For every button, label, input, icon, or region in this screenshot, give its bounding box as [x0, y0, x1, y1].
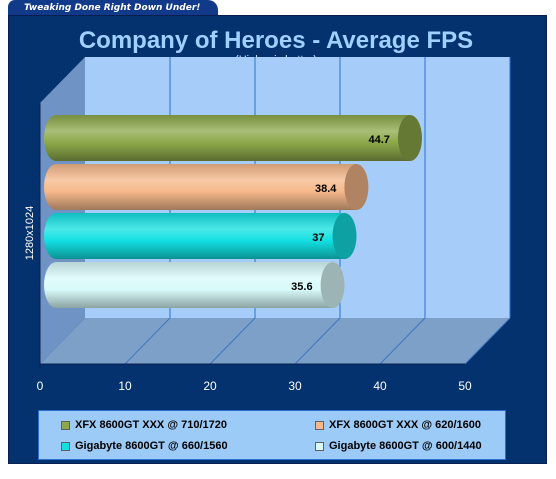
legend-swatch [61, 441, 70, 451]
bar-cap [332, 213, 357, 259]
x-tick-label: 40 [373, 379, 387, 393]
x-tick-label: 0 [37, 379, 44, 393]
bar [44, 115, 422, 161]
gridline-floor [294, 317, 341, 365]
data-label: 37 [312, 232, 324, 244]
gridline-floor [124, 317, 171, 365]
data-label: 44.7 [369, 134, 390, 146]
gridline-floor [379, 317, 426, 365]
chart-title: Company of Heroes - Average FPS [79, 27, 473, 54]
site-banner: Tweaking Done Right Down Under! [8, 0, 219, 16]
gridline-floor [464, 317, 511, 365]
legend-item: Gigabyte 8600GT @ 600/1440 [315, 438, 482, 454]
legend-item: XFX 8600GT XXX @ 620/1600 [315, 417, 481, 433]
bar-cap [344, 164, 369, 210]
bar [44, 262, 345, 308]
data-label: 35.6 [291, 281, 312, 293]
plot-side-wall [40, 57, 85, 364]
x-tick-label: 10 [118, 379, 132, 393]
legend-item: Gigabyte 8600GT @ 660/1560 [61, 438, 228, 454]
legend-swatch [61, 420, 70, 430]
x-tick-label: 30 [288, 379, 302, 393]
legend: XFX 8600GT XXX @ 710/1720 XFX 8600GT XXX… [38, 410, 506, 460]
x-tick-label: 50 [458, 379, 472, 393]
bar [44, 164, 369, 210]
legend-item: XFX 8600GT XXX @ 710/1720 [61, 417, 227, 433]
plot-floor [40, 318, 510, 364]
x-tick-label: 20 [203, 379, 217, 393]
legend-swatch [315, 441, 324, 451]
legend-label: XFX 8600GT XXX @ 710/1720 [75, 419, 227, 431]
legend-label: XFX 8600GT XXX @ 620/1600 [329, 419, 481, 431]
bar-cap [397, 115, 422, 161]
bar-cap [320, 262, 345, 308]
legend-label: Gigabyte 8600GT @ 600/1440 [329, 440, 482, 452]
category-label: 1280x1024 [24, 206, 36, 260]
gridline-floor [209, 317, 256, 365]
legend-swatch [315, 420, 324, 430]
data-label: 38.4 [315, 183, 337, 195]
legend-label: Gigabyte 8600GT @ 660/1560 [75, 440, 228, 452]
bar [44, 213, 357, 259]
